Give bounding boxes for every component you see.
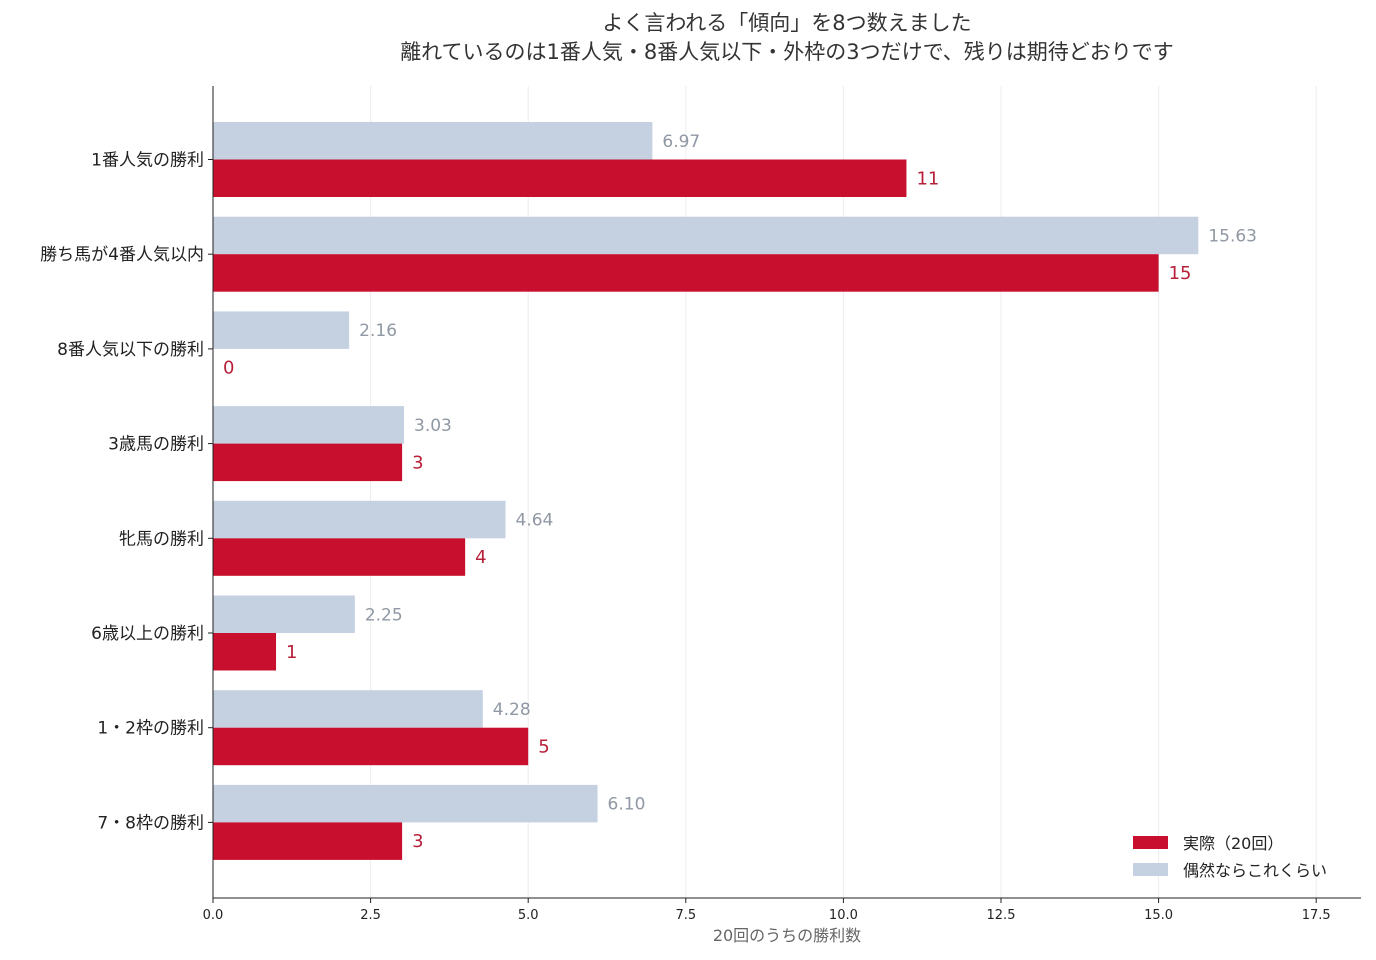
legend-swatch-expected	[1133, 863, 1168, 876]
value-label-expected: 2.25	[365, 605, 403, 625]
bar-actual	[213, 159, 907, 197]
x-tick-label: 17.5	[1302, 908, 1331, 923]
value-label-actual: 5	[538, 736, 549, 757]
legend-swatch-actual	[1133, 836, 1168, 849]
value-label-expected: 15.63	[1208, 226, 1257, 246]
category-label: 6歳以上の勝利	[91, 624, 204, 644]
value-label-expected: 2.16	[359, 321, 397, 341]
x-axis-label: 20回のうちの勝利数	[713, 926, 861, 945]
legend: 実際（20回） 偶然ならこれくらい	[1133, 834, 1327, 880]
category-label: 8番人気以下の勝利	[57, 340, 204, 360]
value-labels: 6.97 11 15.63 15 2.16 0 3.03 3 4.64 4 2.25 1 4.28 5 6.…	[223, 132, 1257, 852]
x-tick-label: 7.5	[675, 908, 696, 923]
value-label-expected: 4.64	[516, 511, 554, 531]
x-tick-label: 2.5	[360, 908, 381, 923]
chart-title: よく言われる「傾向」を8つ数えました	[602, 11, 971, 35]
category-label: 3歳馬の勝利	[108, 435, 204, 455]
bar-expected	[213, 784, 598, 823]
bar-expected	[213, 595, 355, 633]
value-label-actual: 11	[916, 168, 939, 189]
bars	[213, 122, 1199, 860]
value-label-actual: 0	[223, 358, 234, 379]
legend-label-actual: 実際（20回）	[1183, 834, 1283, 853]
bar-actual	[213, 727, 529, 766]
category-label: 勝ち馬が4番人気以内	[40, 245, 204, 265]
value-label-actual: 15	[1169, 263, 1192, 284]
x-tick-label: 0.0	[203, 908, 224, 923]
x-tick-label: 10.0	[829, 908, 858, 923]
bar-expected	[213, 690, 483, 728]
legend-label-expected: 偶然ならこれくらい	[1183, 861, 1327, 880]
gridlines	[212, 86, 1317, 898]
value-label-expected: 6.97	[662, 132, 700, 152]
category-label: 1・2枠の勝利	[97, 719, 204, 739]
x-tick-label: 12.5	[987, 908, 1016, 923]
category-label: 牝馬の勝利	[119, 529, 204, 549]
value-label-expected: 3.03	[414, 416, 452, 436]
bar-expected	[213, 406, 405, 444]
bar-actual	[213, 254, 1159, 292]
x-ticks: 0.0 2.5 5.0 7.5 10.0 12.5 15.0 17.5	[203, 898, 1331, 923]
category-label: 1番人気の勝利	[91, 151, 204, 171]
x-tick-label: 15.0	[1144, 908, 1173, 923]
value-label-expected: 6.10	[608, 795, 646, 815]
bar-expected	[213, 122, 653, 160]
bar-expected	[213, 500, 506, 539]
value-label-expected: 4.28	[493, 700, 531, 720]
value-label-actual: 3	[412, 452, 423, 473]
value-label-actual: 3	[412, 831, 423, 852]
bar-actual	[213, 538, 466, 576]
bar-actual	[213, 822, 403, 860]
bar-expected	[213, 311, 350, 349]
value-label-actual: 1	[286, 642, 297, 663]
chart-subtitle: 離れているのは1番人気・8番人気以下・外枠の3つだけで、残りは期待どおりです	[400, 40, 1174, 64]
value-label-actual: 4	[475, 547, 486, 568]
category-label: 7・8枠の勝利	[97, 813, 204, 833]
bar-expected	[213, 216, 1199, 255]
bar-actual	[213, 633, 277, 671]
bar-actual	[213, 443, 403, 482]
x-tick-label: 5.0	[518, 908, 539, 923]
